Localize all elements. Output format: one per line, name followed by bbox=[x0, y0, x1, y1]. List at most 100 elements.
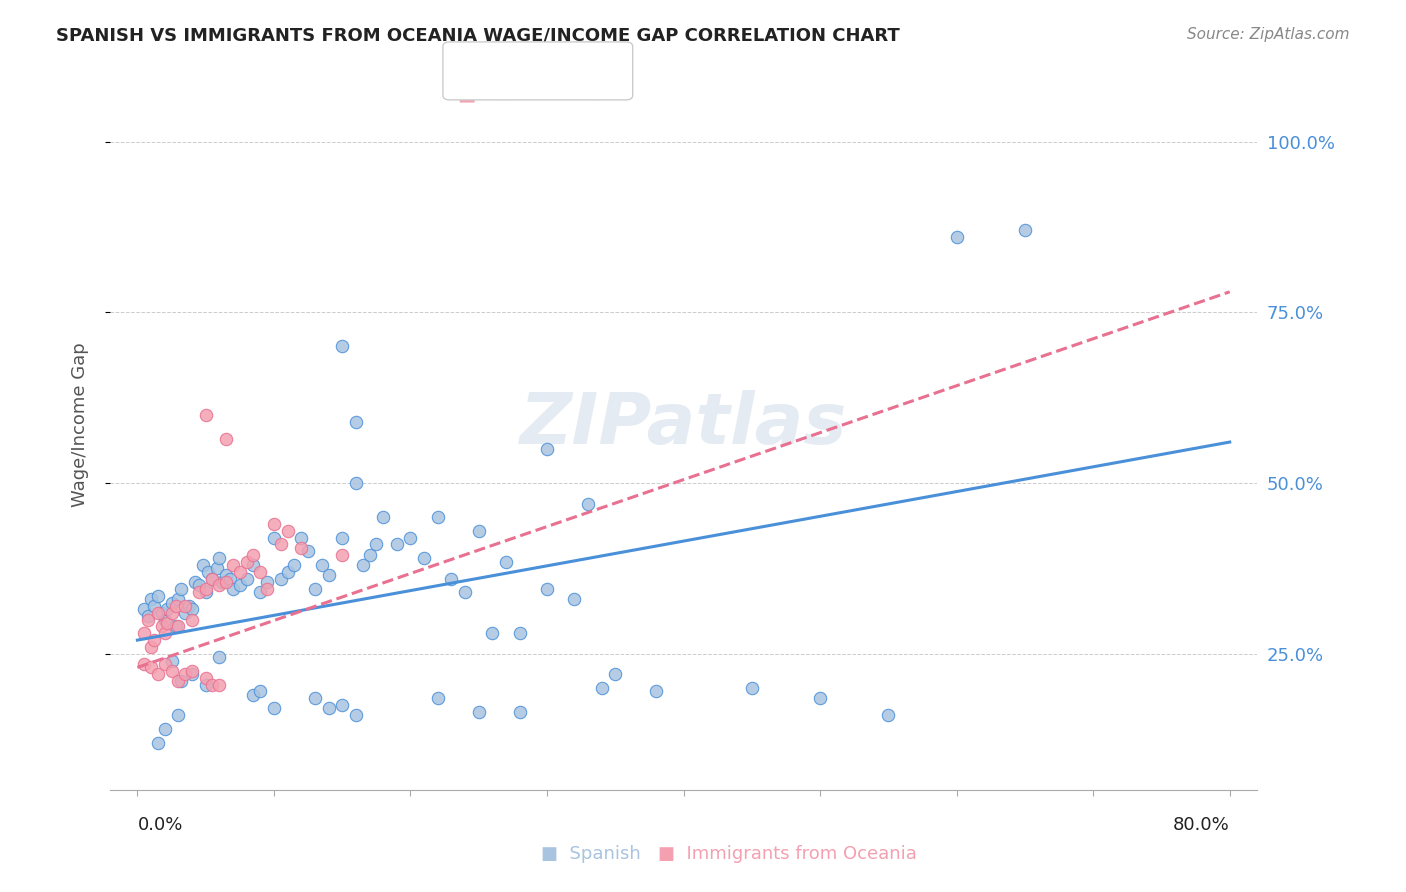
Point bbox=[536, 582, 558, 596]
Point bbox=[741, 681, 763, 695]
Point bbox=[576, 496, 599, 510]
Point bbox=[1014, 223, 1036, 237]
Point bbox=[146, 589, 169, 603]
Point bbox=[215, 575, 238, 590]
Point bbox=[277, 524, 299, 538]
Point bbox=[160, 596, 183, 610]
Point bbox=[495, 555, 517, 569]
Text: ■: ■ bbox=[457, 85, 475, 103]
Point bbox=[201, 572, 224, 586]
Point bbox=[330, 548, 353, 562]
Point bbox=[344, 708, 367, 723]
Point bbox=[373, 510, 395, 524]
Point bbox=[454, 585, 477, 599]
Text: R =: R = bbox=[478, 61, 520, 79]
Text: R =: R = bbox=[478, 85, 520, 103]
Point bbox=[605, 667, 627, 681]
Point bbox=[194, 408, 217, 422]
Point bbox=[440, 572, 463, 586]
Point bbox=[208, 551, 231, 566]
Point bbox=[235, 555, 257, 569]
Point bbox=[467, 524, 489, 538]
Point bbox=[167, 674, 190, 689]
Point bbox=[270, 537, 292, 551]
Point bbox=[318, 568, 340, 582]
Point bbox=[242, 688, 264, 702]
Point bbox=[208, 578, 231, 592]
Text: ■: ■ bbox=[457, 61, 475, 79]
Point bbox=[136, 613, 159, 627]
Point bbox=[304, 582, 326, 596]
Point bbox=[134, 657, 156, 671]
Point bbox=[208, 677, 231, 691]
Point bbox=[509, 626, 531, 640]
Point bbox=[146, 667, 169, 681]
Text: N =: N = bbox=[562, 61, 619, 79]
Point bbox=[160, 664, 183, 678]
Point bbox=[150, 619, 173, 633]
Point bbox=[256, 582, 278, 596]
Point bbox=[344, 476, 367, 491]
Point bbox=[344, 415, 367, 429]
Point bbox=[181, 613, 204, 627]
Point bbox=[194, 582, 217, 596]
Point bbox=[208, 650, 231, 665]
Point bbox=[263, 701, 285, 715]
Point bbox=[181, 664, 204, 678]
Point bbox=[467, 705, 489, 719]
Point bbox=[283, 558, 305, 572]
Point bbox=[399, 531, 422, 545]
Point bbox=[242, 558, 264, 572]
Point bbox=[263, 516, 285, 531]
Point bbox=[153, 657, 176, 671]
Point bbox=[481, 626, 503, 640]
Point bbox=[139, 592, 162, 607]
Point bbox=[311, 558, 333, 572]
Point bbox=[146, 735, 169, 749]
Point bbox=[150, 606, 173, 620]
Point bbox=[290, 531, 312, 545]
Point bbox=[187, 585, 209, 599]
Point bbox=[215, 568, 238, 582]
Point bbox=[156, 615, 179, 630]
Point bbox=[330, 531, 353, 545]
Point bbox=[142, 599, 165, 613]
Point bbox=[242, 548, 264, 562]
Point bbox=[156, 602, 179, 616]
Y-axis label: Wage/Income Gap: Wage/Income Gap bbox=[72, 343, 89, 508]
Point bbox=[197, 565, 219, 579]
Point bbox=[181, 602, 204, 616]
Point bbox=[352, 558, 374, 572]
Point bbox=[249, 585, 271, 599]
Point bbox=[263, 531, 285, 545]
Point bbox=[170, 674, 193, 689]
Point bbox=[277, 565, 299, 579]
Text: ■  Spanish: ■ Spanish bbox=[541, 846, 640, 863]
Point bbox=[290, 541, 312, 555]
Point bbox=[877, 708, 900, 723]
Point bbox=[165, 599, 187, 613]
Point bbox=[229, 565, 252, 579]
Point bbox=[330, 339, 353, 353]
Point bbox=[215, 432, 238, 446]
Text: 80.0%: 80.0% bbox=[1173, 816, 1230, 834]
Text: ■  Immigrants from Oceania: ■ Immigrants from Oceania bbox=[658, 846, 917, 863]
Point bbox=[359, 548, 381, 562]
Point bbox=[181, 667, 204, 681]
Point bbox=[509, 705, 531, 719]
Point bbox=[562, 592, 585, 607]
Point bbox=[304, 691, 326, 706]
Point bbox=[201, 677, 224, 691]
Point bbox=[645, 684, 668, 698]
Point bbox=[536, 442, 558, 456]
Point bbox=[256, 575, 278, 590]
Point bbox=[153, 626, 176, 640]
Point bbox=[134, 626, 156, 640]
Point bbox=[330, 698, 353, 712]
Point bbox=[191, 558, 214, 572]
Point bbox=[229, 578, 252, 592]
Point bbox=[205, 561, 228, 575]
Point bbox=[385, 537, 408, 551]
Point bbox=[194, 671, 217, 685]
Point bbox=[297, 544, 319, 558]
